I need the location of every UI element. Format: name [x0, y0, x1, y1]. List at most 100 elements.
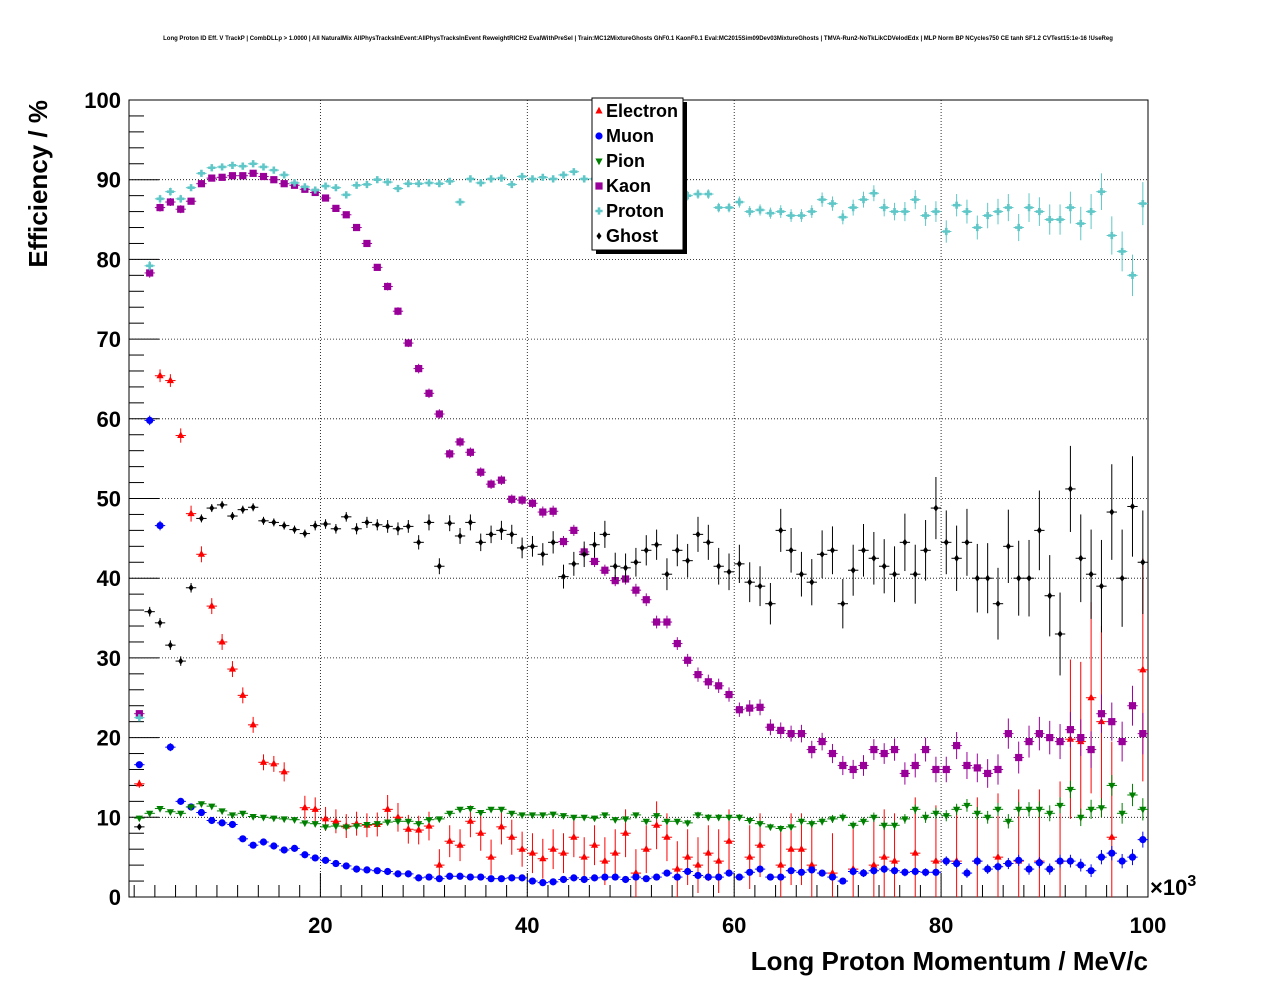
data-point — [1119, 574, 1125, 582]
data-point — [177, 810, 185, 818]
data-point — [621, 875, 630, 884]
data-point — [633, 558, 639, 566]
data-point — [1097, 853, 1106, 861]
data-point — [642, 596, 650, 604]
data-point — [756, 821, 764, 828]
data-point — [321, 856, 330, 864]
data-point — [715, 856, 723, 864]
data-point — [135, 815, 143, 823]
data-point — [1118, 857, 1126, 865]
data-point — [881, 562, 887, 570]
data-point — [342, 862, 350, 870]
data-point — [187, 804, 195, 812]
data-point — [1097, 188, 1106, 196]
plot-title: Long Proton ID Eff. V TrackP | CombDLLp … — [163, 36, 1113, 42]
data-point — [839, 877, 847, 885]
data-point — [954, 554, 960, 562]
data-point — [487, 480, 495, 488]
data-point — [601, 566, 609, 574]
data-point — [828, 200, 837, 208]
data-point — [209, 504, 215, 512]
data-point — [415, 364, 423, 373]
data-point — [685, 557, 691, 565]
data-point — [1077, 814, 1085, 822]
data-point — [860, 546, 867, 554]
data-point — [435, 860, 443, 868]
data-point — [818, 869, 826, 877]
data-point — [580, 814, 588, 822]
data-point — [488, 530, 494, 538]
data-point — [850, 566, 856, 574]
data-point — [384, 805, 392, 812]
data-point — [632, 873, 640, 881]
data-point — [1108, 231, 1116, 240]
data-point — [1077, 734, 1085, 742]
data-point — [373, 821, 381, 828]
data-point — [1129, 502, 1136, 511]
data-point — [332, 817, 340, 824]
legend-label-ghost: Ghost — [606, 226, 658, 246]
data-point — [571, 560, 577, 568]
data-point — [642, 875, 650, 883]
data-point — [436, 562, 442, 570]
data-point — [435, 875, 443, 883]
x-tick-label: 60 — [722, 913, 746, 938]
data-point — [197, 550, 206, 557]
data-point — [425, 817, 433, 824]
data-point — [177, 797, 185, 805]
data-point — [921, 211, 930, 220]
data-point — [643, 546, 649, 554]
data-point — [1035, 859, 1043, 867]
data-point — [197, 169, 206, 177]
data-point — [146, 269, 154, 277]
data-point — [425, 821, 433, 829]
data-point — [549, 811, 557, 819]
data-point — [1078, 554, 1084, 562]
data-point — [590, 874, 599, 882]
data-point — [592, 541, 598, 549]
data-point — [911, 867, 919, 876]
data-point — [415, 874, 423, 882]
data-point — [539, 879, 547, 887]
data-point — [539, 508, 547, 516]
data-point — [621, 829, 630, 836]
data-point — [973, 810, 981, 818]
data-point — [446, 450, 454, 458]
data-point — [456, 872, 464, 880]
data-point — [1025, 865, 1033, 873]
legend-marker-muon — [595, 132, 603, 140]
data-point — [695, 530, 701, 538]
data-point — [870, 860, 878, 868]
data-point — [1066, 726, 1075, 734]
data-point — [177, 195, 185, 203]
data-point — [259, 172, 268, 181]
data-point — [632, 868, 640, 876]
data-point — [1005, 542, 1011, 550]
data-point — [580, 875, 588, 884]
data-point — [208, 174, 216, 182]
data-point — [590, 815, 599, 823]
data-point — [332, 859, 340, 868]
data-point — [426, 518, 432, 527]
data-point — [332, 823, 340, 831]
data-point — [984, 769, 992, 778]
data-point — [673, 818, 681, 826]
data-point — [425, 873, 433, 881]
y-tick-label: 80 — [97, 247, 121, 272]
data-point — [518, 812, 526, 820]
data-point — [1057, 630, 1063, 638]
data-point — [384, 819, 392, 827]
data-point — [746, 207, 754, 216]
data-point — [228, 812, 237, 820]
data-point — [912, 570, 918, 578]
data-point — [301, 183, 309, 191]
data-point — [404, 818, 412, 826]
data-point — [301, 803, 309, 811]
data-point — [901, 769, 909, 778]
data-point — [177, 205, 185, 213]
data-point — [632, 812, 640, 820]
data-point — [963, 761, 971, 770]
data-point — [1087, 806, 1095, 814]
data-point — [559, 875, 568, 884]
